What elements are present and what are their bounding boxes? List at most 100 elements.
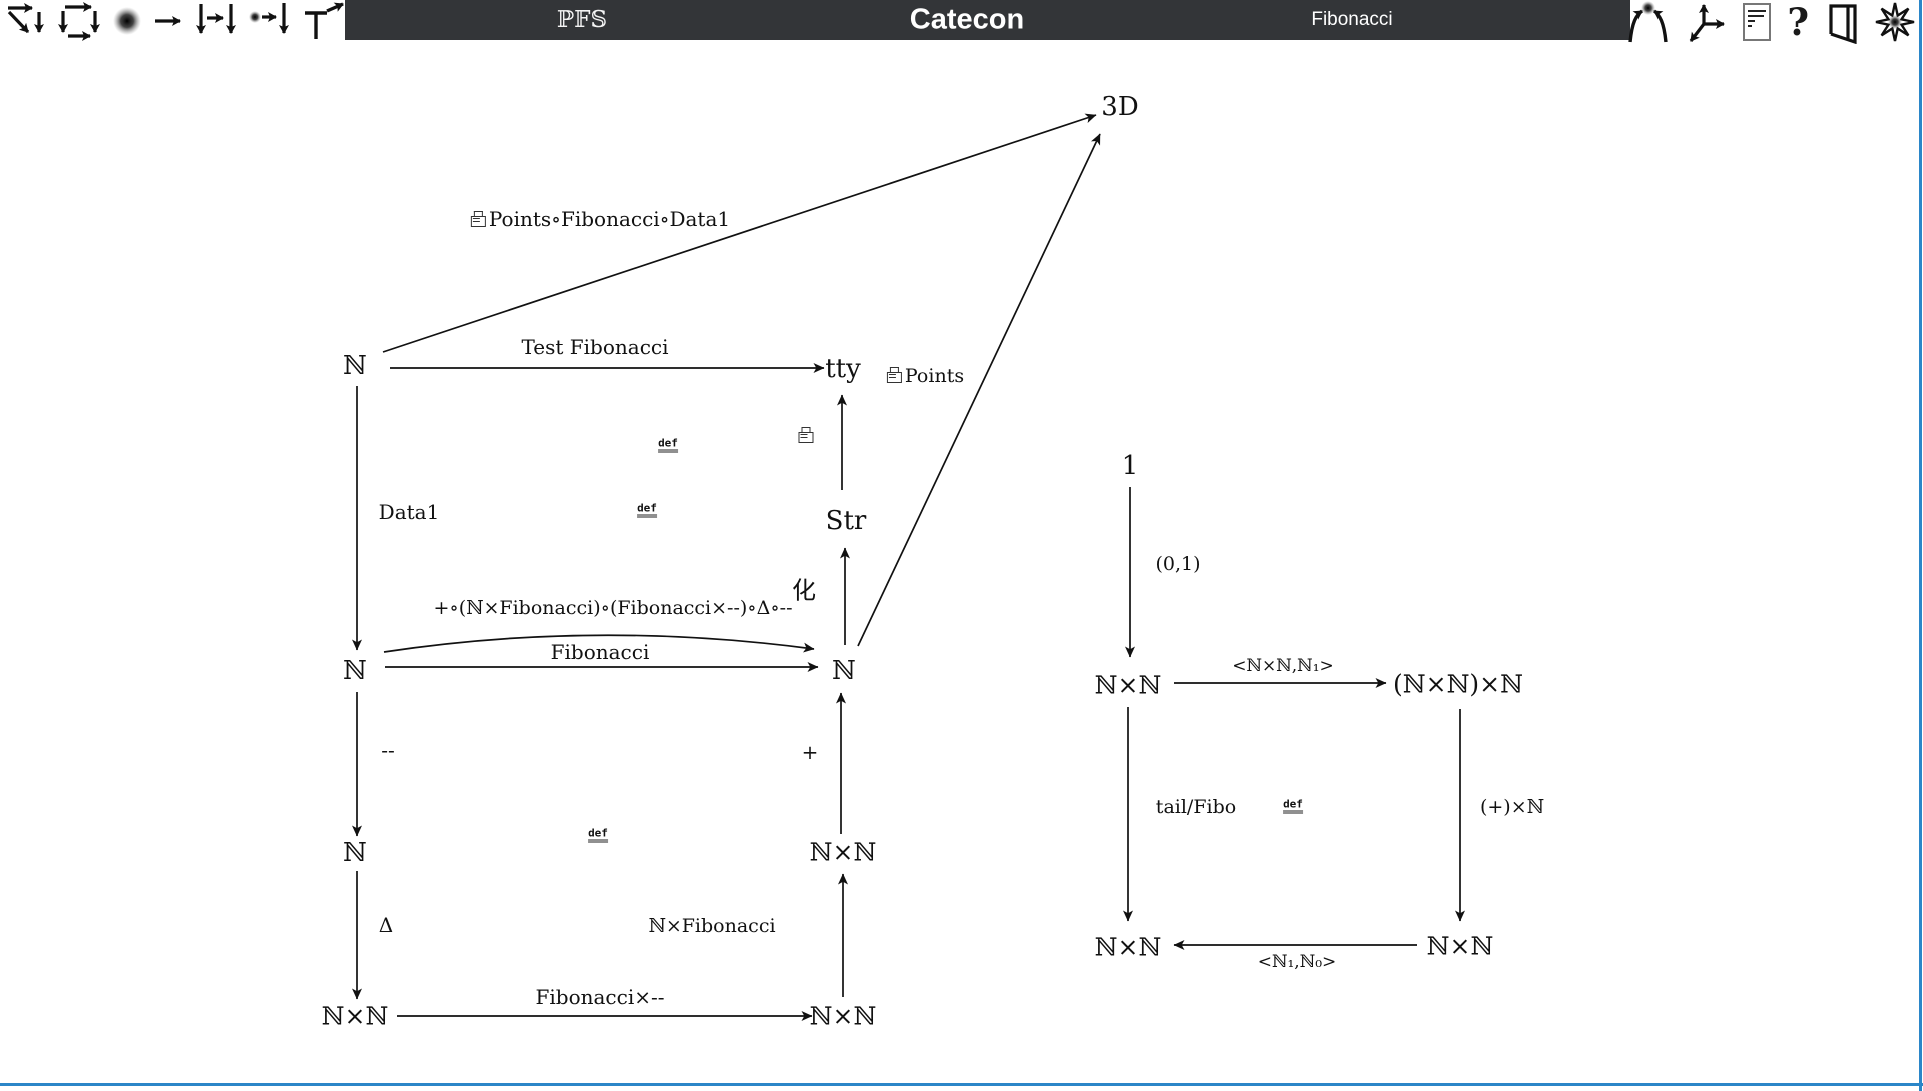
label-delta-text: Δ (378, 913, 394, 937)
dot-morphism-icon[interactable] (248, 0, 292, 42)
label-pair-n1-n0[interactable]: <ℕ₁,ℕ₀> (1258, 952, 1337, 972)
printer-icon (470, 211, 486, 227)
toolbar-left-icons (3, 0, 347, 42)
node-N-mid-right-text: ℕ (832, 656, 856, 686)
node-NxN-bottom-mid-text: ℕ×ℕ (809, 1001, 877, 1031)
merge-arrows-icon[interactable] (1624, 0, 1672, 44)
node-N-mid-left-text: ℕ (343, 656, 367, 686)
edge-points-fibonacci-data1[interactable] (382, 113, 1097, 353)
node-3D[interactable]: 3D (1101, 92, 1138, 122)
title-bar: ℙ𝔽𝕊 Catecon Fibonacci (345, 0, 1630, 40)
node-N-top-text: ℕ (343, 351, 367, 381)
login-door-icon[interactable] (1824, 0, 1862, 44)
label-print-str[interactable] (798, 423, 817, 447)
label-test-fibonacci[interactable]: Test Fibonacci (521, 335, 668, 359)
def-cell-1-text: def (658, 436, 678, 453)
def-cell-2: def (637, 501, 657, 518)
node-terminal-1[interactable]: 1 (1122, 451, 1139, 481)
label-plus[interactable]: + (802, 740, 819, 764)
app-title: Catecon (909, 3, 1025, 36)
label-zero-one[interactable]: (0,1) (1155, 553, 1200, 575)
node-terminal-1-text: 1 (1121, 451, 1139, 481)
node-NxNxN-text: (ℕ×ℕ)×ℕ (1393, 669, 1523, 699)
object-dot-icon[interactable] (111, 1, 143, 41)
label-data1-text: Data1 (378, 500, 440, 524)
def-cell-4: def (1283, 797, 1303, 814)
label-fibonacci-x-decrement-text: Fibonacci×-- (535, 985, 665, 1009)
edge-fibonacci-composite-arc[interactable] (383, 634, 815, 653)
node-NxN-r-top[interactable]: ℕ×ℕ (1095, 671, 1162, 700)
label-fibonacci[interactable]: Fibonacci (551, 640, 650, 664)
threeD-axes-icon[interactable] (1685, 0, 1729, 45)
node-N-mid-left[interactable]: ℕ (343, 656, 367, 686)
edge-layer (352, 113, 1465, 1021)
label-composite[interactable]: +∘(ℕ×Fibonacci)∘(Fibonacci×--)∘Δ∘-- (433, 597, 792, 619)
node-NxNxN[interactable]: (ℕ×ℕ)×ℕ (1393, 670, 1523, 699)
top-toolbar: ℙ𝔽𝕊 Catecon Fibonacci (0, 0, 1923, 44)
label-zero-one-text: (0,1) (1155, 553, 1201, 575)
node-N-mid-right[interactable]: ℕ (832, 656, 856, 686)
label-tail-fibo[interactable]: tail/Fibo (1156, 796, 1236, 818)
frame-right-border (1919, 0, 1922, 1091)
tty-log-icon[interactable] (1742, 2, 1772, 42)
node-NxN-r-bottom-right-text: ℕ×ℕ (1426, 931, 1494, 961)
category-title[interactable]: ℙ𝔽𝕊 (556, 7, 608, 33)
label-fibonacci-text: Fibonacci (550, 640, 650, 664)
commutative-square-icon[interactable] (56, 1, 102, 41)
node-tty-text: tty (825, 354, 861, 384)
node-N-low-left[interactable]: ℕ (343, 838, 367, 868)
label-points-fibonacci-data1-text: Points∘Fibonacci∘Data1 (488, 207, 731, 231)
label-n-x-fibonacci[interactable]: ℕ×Fibonacci (648, 915, 775, 937)
def-cell-4-text: def (1283, 797, 1303, 814)
help-icon[interactable]: ? (1787, 0, 1809, 44)
diagram-title[interactable]: Fibonacci (1311, 9, 1393, 30)
morphism-arrow-icon[interactable] (152, 1, 186, 41)
label-pair-nxn-n1-text: <ℕ×ℕ,ℕ₁> (1232, 656, 1334, 676)
label-points[interactable]: Points (886, 365, 964, 387)
label-plus-text: + (801, 740, 819, 764)
node-Str-text: Str (825, 506, 867, 536)
label-decrement[interactable]: -- (381, 738, 395, 762)
frame-bottom-border (0, 1083, 1923, 1086)
label-pair-nxn-n1[interactable]: <ℕ×ℕ,ℕ₁> (1232, 656, 1334, 676)
edge-n-to-3d[interactable] (857, 133, 1101, 647)
label-test-fibonacci-text: Test Fibonacci (521, 335, 669, 359)
label-delta[interactable]: Δ (379, 913, 393, 937)
printer-icon (886, 367, 902, 383)
node-Str[interactable]: Str (826, 506, 867, 536)
two-morphisms-icon[interactable] (195, 0, 239, 42)
label-points-text: Points (904, 365, 965, 387)
node-3D-text: 3D (1101, 92, 1139, 122)
label-fibonacci-x-decrement[interactable]: Fibonacci×-- (536, 985, 665, 1009)
label-stringify[interactable]: 化 (792, 571, 816, 606)
label-decrement-text: -- (381, 738, 395, 762)
commutative-triangle-icon[interactable] (3, 1, 47, 41)
node-NxN-bottom-mid[interactable]: ℕ×ℕ (810, 1002, 877, 1031)
node-NxN-r-bottom-left-text: ℕ×ℕ (1094, 932, 1162, 962)
node-tty[interactable]: tty (825, 354, 861, 384)
star-burst-icon[interactable] (1875, 2, 1915, 42)
label-data1[interactable]: Data1 (379, 500, 440, 524)
label-tail-fibo-text: tail/Fibo (1155, 796, 1237, 818)
node-N-low-left-text: ℕ (343, 838, 367, 868)
node-NxN-mid-text: ℕ×ℕ (809, 837, 877, 867)
def-cell-2-text: def (637, 501, 657, 518)
def-cell-3: def (588, 826, 608, 843)
node-NxN-r-bottom-right[interactable]: ℕ×ℕ (1427, 932, 1494, 961)
label-plus-x-n[interactable]: (+)×ℕ (1480, 796, 1544, 818)
node-NxN-bottom-left[interactable]: ℕ×ℕ (322, 1002, 389, 1031)
node-NxN-r-top-text: ℕ×ℕ (1094, 670, 1162, 700)
def-cell-3-text: def (588, 826, 608, 843)
functor-arrow-icon[interactable] (301, 0, 347, 43)
node-NxN-bottom-left-text: ℕ×ℕ (321, 1001, 389, 1031)
node-NxN-r-bottom-left[interactable]: ℕ×ℕ (1095, 933, 1162, 962)
label-stringify-text: 化 (792, 576, 816, 605)
printer-icon (798, 427, 814, 443)
label-n-x-fibonacci-text: ℕ×Fibonacci (648, 915, 776, 937)
node-N-top[interactable]: ℕ (343, 351, 367, 381)
toolbar-right-icons: ? (1624, 0, 1915, 44)
node-NxN-mid[interactable]: ℕ×ℕ (810, 838, 877, 867)
label-points-fibonacci-data1[interactable]: Points∘Fibonacci∘Data1 (470, 207, 730, 231)
label-composite-text: +∘(ℕ×Fibonacci)∘(Fibonacci×--)∘Δ∘-- (433, 597, 793, 619)
